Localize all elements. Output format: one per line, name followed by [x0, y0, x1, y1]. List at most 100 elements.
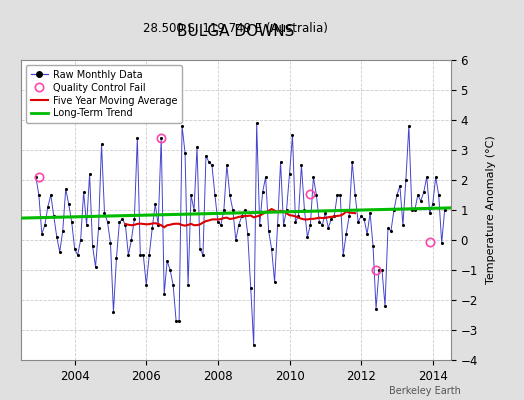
Point — [276, 159, 285, 165]
Text: BULGA DOWNS: BULGA DOWNS — [177, 24, 294, 39]
Point — [31, 174, 40, 180]
Point — [354, 219, 362, 225]
Point — [291, 219, 300, 225]
Point — [70, 246, 79, 252]
Point — [396, 183, 404, 189]
Point — [82, 222, 91, 228]
Point — [399, 222, 407, 228]
Point — [73, 252, 82, 258]
Point — [52, 234, 61, 240]
Title: 28.500 S, 119.749 E (Australia): 28.500 S, 119.749 E (Australia) — [144, 22, 328, 35]
Point — [303, 234, 312, 240]
Point — [274, 222, 282, 228]
Point — [297, 162, 305, 168]
Point — [363, 231, 372, 237]
Point — [103, 219, 112, 225]
Point — [261, 174, 270, 180]
Point — [244, 231, 252, 237]
Point — [94, 225, 103, 231]
Point — [270, 279, 279, 285]
Y-axis label: Temperature Anomaly (°C): Temperature Anomaly (°C) — [486, 136, 496, 284]
Point — [121, 222, 129, 228]
Point — [187, 192, 195, 198]
Point — [432, 174, 440, 180]
Point — [190, 207, 198, 213]
Legend: Raw Monthly Data, Quality Control Fail, Five Year Moving Average, Long-Term Tren: Raw Monthly Data, Quality Control Fail, … — [26, 65, 182, 123]
Point — [249, 342, 258, 348]
Point — [41, 222, 49, 228]
Point — [232, 237, 240, 243]
Point — [429, 201, 437, 207]
Point — [181, 150, 189, 156]
Point — [246, 285, 255, 291]
Point — [208, 162, 216, 168]
Point — [130, 216, 138, 222]
Point — [89, 243, 97, 249]
Point — [157, 135, 166, 141]
Point — [80, 189, 88, 195]
Point — [375, 267, 383, 273]
Point — [438, 240, 446, 246]
Point — [267, 246, 276, 252]
Point — [124, 252, 133, 258]
Point — [408, 207, 416, 213]
Point — [110, 309, 118, 315]
Point — [351, 192, 359, 198]
Point — [47, 192, 55, 198]
Point — [184, 282, 192, 288]
Point — [97, 141, 106, 147]
Point — [300, 207, 309, 213]
Point — [154, 222, 162, 228]
Point — [163, 258, 171, 264]
Point — [333, 192, 342, 198]
Point — [321, 210, 330, 216]
Point — [294, 213, 303, 219]
Point — [151, 201, 159, 207]
Point — [202, 153, 210, 159]
Point — [387, 228, 395, 234]
Point — [402, 177, 410, 183]
Point — [309, 174, 318, 180]
Text: Berkeley Earth: Berkeley Earth — [389, 386, 461, 396]
Point — [336, 192, 344, 198]
Point — [405, 123, 413, 129]
Point — [425, 210, 434, 216]
Point — [145, 252, 154, 258]
Point — [59, 228, 67, 234]
Point — [115, 219, 124, 225]
Point — [237, 213, 246, 219]
Point — [68, 219, 76, 225]
Point — [220, 207, 228, 213]
Point — [199, 252, 207, 258]
Point — [381, 303, 389, 309]
Point — [241, 207, 249, 213]
Point — [175, 318, 183, 324]
Point — [77, 237, 85, 243]
Point — [279, 222, 288, 228]
Point — [196, 246, 204, 252]
Point — [91, 264, 100, 270]
Point — [318, 222, 326, 228]
Point — [100, 210, 108, 216]
Point — [166, 267, 174, 273]
Point — [211, 192, 219, 198]
Point — [422, 174, 431, 180]
Point — [413, 192, 422, 198]
Point — [330, 213, 339, 219]
Point — [235, 222, 243, 228]
Point — [420, 189, 428, 195]
Point — [282, 207, 291, 213]
Point — [306, 222, 314, 228]
Point — [357, 213, 365, 219]
Point — [256, 222, 264, 228]
Point — [360, 216, 368, 222]
Point — [378, 267, 386, 273]
Point — [285, 171, 293, 177]
Point — [345, 213, 353, 219]
Point — [392, 192, 401, 198]
Point — [366, 210, 374, 216]
Point — [139, 252, 147, 258]
Point — [172, 318, 180, 324]
Point — [160, 291, 168, 297]
Point — [258, 189, 267, 195]
